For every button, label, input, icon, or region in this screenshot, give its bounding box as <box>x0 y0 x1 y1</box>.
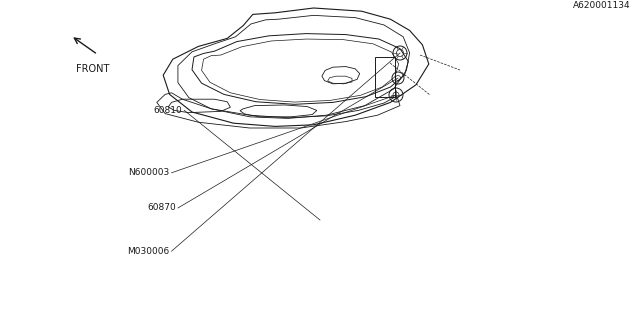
Text: 60810: 60810 <box>154 106 182 115</box>
Text: A620001134: A620001134 <box>573 1 630 10</box>
Text: M030006: M030006 <box>127 247 170 256</box>
Text: 60870: 60870 <box>147 204 176 212</box>
Text: N600003: N600003 <box>129 168 170 177</box>
Text: FRONT: FRONT <box>76 64 109 74</box>
